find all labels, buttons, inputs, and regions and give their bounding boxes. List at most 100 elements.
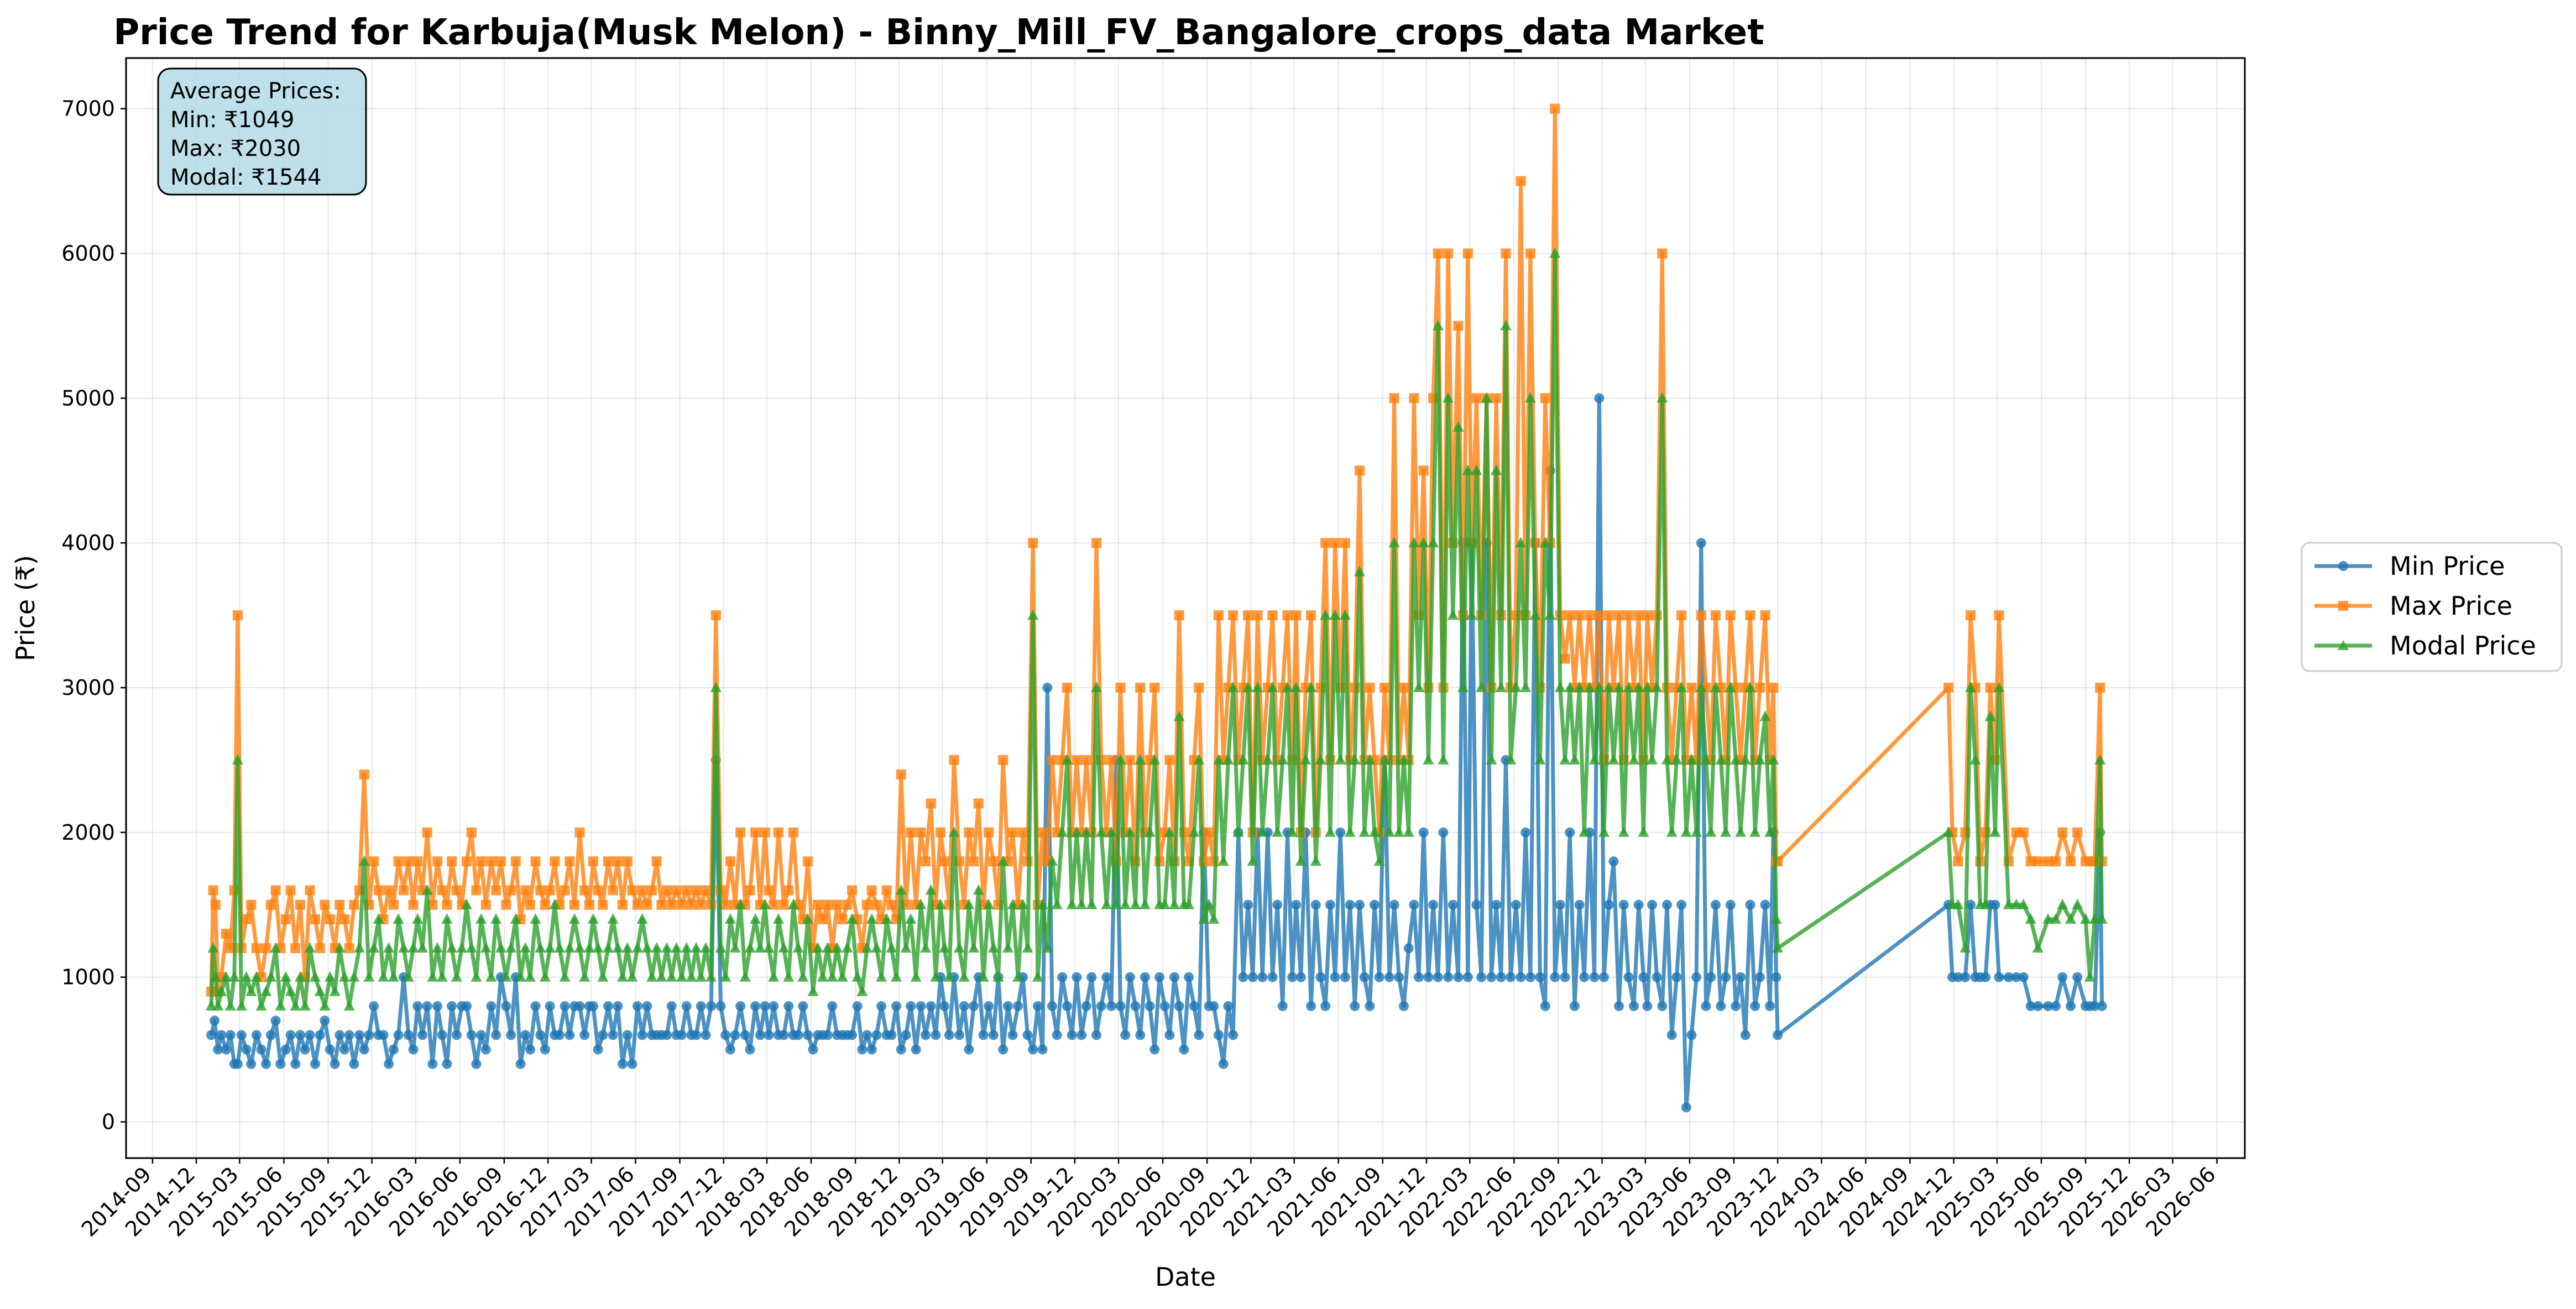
data-point-min-price <box>359 1044 369 1055</box>
data-point-min-price <box>270 1015 281 1026</box>
data-point-max-price <box>408 899 419 910</box>
data-point-min-price <box>1149 1044 1160 1055</box>
data-point-min-price <box>1272 899 1283 910</box>
data-point-min-price <box>1710 899 1721 910</box>
data-point-modal-price <box>1091 682 1102 692</box>
data-point-modal-price <box>1398 753 1409 765</box>
data-point-min-price <box>618 1059 628 1069</box>
data-point-max-price <box>1409 393 1419 404</box>
data-point-modal-price <box>948 826 960 837</box>
data-point-min-price <box>696 1001 706 1012</box>
data-point-min-price <box>335 1030 345 1040</box>
data-point-min-price <box>1287 972 1298 982</box>
data-point-modal-price <box>978 971 989 982</box>
data-point-modal-price <box>569 913 580 924</box>
data-point-max-price <box>491 885 501 896</box>
data-point-min-price <box>886 1030 897 1040</box>
data-point-modal-price <box>621 942 633 953</box>
data-point-min-price <box>540 1044 550 1055</box>
data-point-modal-price <box>1418 537 1429 548</box>
data-point-max-price <box>681 885 692 896</box>
data-point-max-price <box>2066 856 2076 867</box>
data-point-min-price <box>793 1030 803 1040</box>
data-point-min-price <box>1384 972 1394 982</box>
data-point-modal-price <box>1339 609 1351 620</box>
data-point-max-price <box>735 827 746 837</box>
data-point-modal-price <box>451 971 462 982</box>
data-point-modal-price <box>1680 826 1692 837</box>
data-point-max-price <box>1174 610 1184 621</box>
data-point-modal-price <box>1324 826 1336 837</box>
data-point-min-price <box>2089 1001 2100 1012</box>
data-point-max-price <box>1994 610 2004 621</box>
data-point-modal-price <box>1768 753 1779 765</box>
data-point-min-price <box>315 1030 325 1040</box>
data-point-modal-price <box>295 971 306 982</box>
data-point-min-price <box>1223 1001 1234 1012</box>
data-point-modal-price <box>1495 682 1507 692</box>
data-point-min-price <box>608 1030 618 1040</box>
data-point-modal-price <box>1124 826 1136 837</box>
data-point-min-price <box>1773 1030 1783 1040</box>
data-point-max-price <box>1007 827 1018 837</box>
data-point-modal-price <box>1725 682 1736 692</box>
y-tick-label: 5000 <box>61 386 115 410</box>
data-point-max-price <box>1953 856 1963 867</box>
data-point-modal-price <box>1393 826 1405 837</box>
data-point-min-price <box>501 1001 511 1012</box>
data-point-modal-price <box>954 942 965 953</box>
data-point-min-price <box>1159 1001 1170 1012</box>
data-point-min-price <box>1277 1001 1288 1012</box>
data-point-max-price <box>647 885 657 896</box>
data-point-modal-price <box>2018 898 2029 909</box>
data-point-max-price <box>1560 653 1570 664</box>
data-point-modal-price <box>495 942 506 953</box>
data-point-min-price <box>364 1030 374 1040</box>
data-point-modal-price <box>1428 537 1439 548</box>
data-point-min-price <box>422 1001 432 1012</box>
data-point-max-price <box>842 899 853 910</box>
data-point-max-price <box>1330 538 1340 548</box>
data-point-modal-price <box>1744 682 1756 692</box>
data-point-modal-price <box>554 942 565 953</box>
legend-marker-min-price <box>2338 561 2348 571</box>
data-point-modal-price <box>466 942 477 953</box>
data-point-min-price <box>769 1001 779 1012</box>
data-point-max-price <box>2032 856 2043 867</box>
data-point-modal-price <box>275 1000 286 1011</box>
data-point-modal-price <box>1447 609 1459 620</box>
data-point-modal-price <box>549 898 561 909</box>
data-point-min-price <box>1125 972 1135 982</box>
data-point-min-price <box>1565 827 1575 837</box>
data-point-min-price <box>1647 899 1657 910</box>
data-point-min-price <box>2097 1001 2107 1012</box>
data-point-modal-price <box>1057 826 1068 837</box>
data-point-min-price <box>959 1001 969 1012</box>
data-point-max-price <box>471 885 482 896</box>
data-point-max-price <box>1389 393 1399 404</box>
data-point-max-price <box>1966 610 1976 621</box>
data-point-modal-price <box>490 913 502 924</box>
data-point-modal-price <box>832 942 843 953</box>
data-point-modal-price <box>1715 753 1727 765</box>
legend-marker-modal-price <box>2338 640 2349 650</box>
data-point-max-price <box>388 899 399 910</box>
data-point-min-price <box>901 1030 911 1040</box>
data-point-min-price <box>574 1001 585 1012</box>
data-point-max-price <box>871 899 882 910</box>
data-point-modal-price <box>1462 464 1474 475</box>
data-point-min-price <box>1145 1001 1155 1012</box>
data-point-modal-price <box>1438 753 1449 765</box>
data-point-max-price <box>1204 827 1214 837</box>
data-point-modal-price <box>515 971 526 982</box>
data-point-modal-price <box>1188 826 1200 837</box>
data-point-modal-price <box>1989 826 2001 837</box>
data-point-min-price <box>857 1044 868 1055</box>
data-point-modal-price <box>2084 971 2096 982</box>
data-point-max-price <box>1243 610 1253 621</box>
data-point-min-price <box>1516 972 1526 982</box>
data-point-min-price <box>480 1044 491 1055</box>
data-point-modal-price <box>358 855 370 866</box>
data-point-min-price <box>896 1044 906 1055</box>
data-point-min-price <box>1052 1030 1062 1040</box>
